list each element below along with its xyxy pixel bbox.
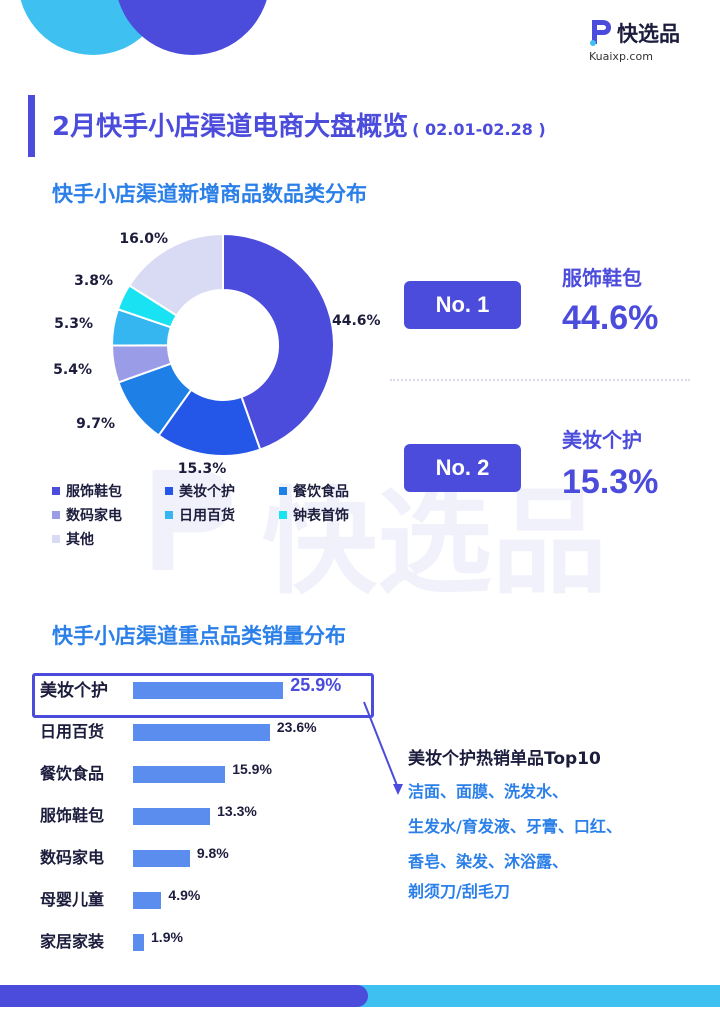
bar: [133, 766, 226, 783]
legend-swatch: [52, 535, 60, 543]
legend-item: 美妆个护: [165, 481, 235, 501]
bar-category-label: 服饰鞋包: [40, 806, 105, 825]
rank1-percent: 44.6%: [562, 299, 659, 337]
donut-slice-label: 44.6%: [332, 313, 381, 329]
top10-line: 香皂、染发、沐浴露、: [408, 852, 569, 871]
bar-category-label: 日用百货: [40, 722, 105, 741]
footer-bar-dark: [0, 985, 368, 1007]
watermark: 快选品: [140, 440, 620, 610]
legend-swatch: [52, 487, 60, 495]
legend-label: 美妆个护: [179, 484, 235, 500]
logo-mark-icon: [590, 20, 611, 46]
bar-value-label: 23.6%: [276, 719, 317, 735]
bar-category-label: 家居家装: [40, 932, 105, 951]
page-title-date-range: ( 02.01-02.28 ): [412, 120, 546, 139]
bar-row: 服饰鞋包 13.3%: [0, 796, 720, 838]
legend-swatch: [52, 511, 60, 519]
bar-row: 美妆个护 25.9%: [0, 670, 720, 712]
top10-line: 生发水/育发液、牙膏、口红、: [408, 817, 622, 836]
legend-item: 服饰鞋包: [52, 481, 122, 501]
legend-label: 餐饮食品: [293, 484, 349, 500]
bar-row: 母婴儿童 4.9%: [0, 880, 720, 922]
donut-slice-label: 9.7%: [76, 416, 115, 432]
decor-circle-indigo: [115, 0, 270, 55]
brand-url: Kuaixp.com: [589, 50, 653, 63]
watermark-text: 快选品: [262, 476, 608, 610]
page-title-text: 2月快手小店渠道电商大盘概览: [52, 112, 409, 142]
donut-slice-1: [222, 232, 335, 451]
pointer-arrow-icon: [363, 701, 403, 795]
bar-category-label: 数码家电: [40, 848, 105, 867]
bar: [133, 682, 284, 699]
section-title-sales: 快手小店渠道重点品类销量分布: [52, 624, 346, 648]
legend-item: 其他: [52, 529, 94, 549]
bar-row: 数码家电 9.8%: [0, 838, 720, 880]
legend-swatch: [165, 487, 173, 495]
legend-label: 数码家电: [66, 508, 122, 524]
legend-swatch: [279, 487, 287, 495]
top10-line: 剃须刀/刮毛刀: [408, 882, 510, 901]
bar-row: 家居家装 1.9%: [0, 922, 720, 964]
rank1-category: 服饰鞋包: [562, 266, 642, 290]
highlight-box: [32, 673, 374, 718]
bar-value-label: 1.9%: [151, 929, 183, 945]
bar: [133, 724, 270, 741]
legend-label: 钟表首饰: [293, 508, 349, 524]
bar-category-label: 母婴儿童: [40, 890, 105, 909]
bar-row: 日用百货 23.6%: [0, 712, 720, 754]
divider: [390, 379, 690, 381]
donut-chart: 44.6% 15.3% 9.7% 5.4% 5.3% 3.8% 16.0%: [53, 231, 380, 477]
bar: [133, 850, 190, 867]
donut-slice-label: 5.4%: [53, 362, 92, 378]
top10-line: 洁面、面膜、洗发水、: [408, 782, 569, 801]
legend-item: 餐饮食品: [279, 481, 349, 501]
donut-slice-label: 15.3%: [178, 461, 227, 477]
donut-slice-label: 5.3%: [54, 316, 93, 332]
brand-logo: 快选品 Kuaixp.com: [589, 16, 704, 66]
donut-slices: [110, 232, 335, 457]
bar: [133, 934, 145, 951]
bar: [133, 808, 211, 825]
title-accent-bar: [28, 95, 35, 157]
legend-item: 钟表首饰: [279, 505, 349, 525]
donut-slice-7: [127, 232, 224, 317]
legend-item: 日用百货: [165, 505, 235, 525]
top10-title: 美妆个护热销单品Top10: [408, 749, 601, 769]
rank-badge-1: No. 1: [404, 281, 521, 329]
donut-slice-label: 3.8%: [74, 273, 113, 289]
legend-item: 数码家电: [52, 505, 122, 525]
bar-value-label: 25.9%: [290, 675, 342, 695]
section-title-new-products: 快手小店渠道新增商品数品类分布: [52, 182, 367, 206]
bar-value-label: 4.9%: [168, 887, 201, 903]
rank-badge-2: No. 2: [404, 444, 521, 492]
bar-row: 餐饮食品 15.9%: [0, 754, 720, 796]
rank2-category: 美妆个护: [562, 428, 642, 452]
bar-chart: 美妆个护 25.9% 日用百货 23.6% 餐饮食品 15.9% 服饰鞋包 13.3% 数码家电…: [0, 670, 720, 970]
rank2-percent: 15.3%: [562, 463, 659, 501]
bar-category-label: 餐饮食品: [40, 764, 105, 783]
bar-value-label: 13.3%: [217, 803, 257, 819]
bar: [133, 892, 162, 909]
donut-slice-label: 16.0%: [119, 231, 168, 247]
bar-value-label: 15.9%: [232, 761, 272, 777]
donut-labels: 44.6% 15.3% 9.7% 5.4% 5.3% 3.8% 16.0%: [53, 231, 380, 477]
bar-value-label: 9.8%: [196, 845, 229, 861]
page-title: 2月快手小店渠道电商大盘概览( 02.01-02.28 ): [52, 106, 546, 143]
watermark-logo-icon: [152, 470, 232, 570]
legend-label: 其他: [66, 532, 94, 548]
legend-swatch: [165, 511, 173, 519]
legend-swatch: [279, 511, 287, 519]
brand-name: 快选品: [617, 22, 680, 46]
legend-label: 服饰鞋包: [66, 484, 122, 500]
legend-label: 日用百货: [179, 508, 235, 524]
bar-category-label: 美妆个护: [40, 681, 108, 701]
